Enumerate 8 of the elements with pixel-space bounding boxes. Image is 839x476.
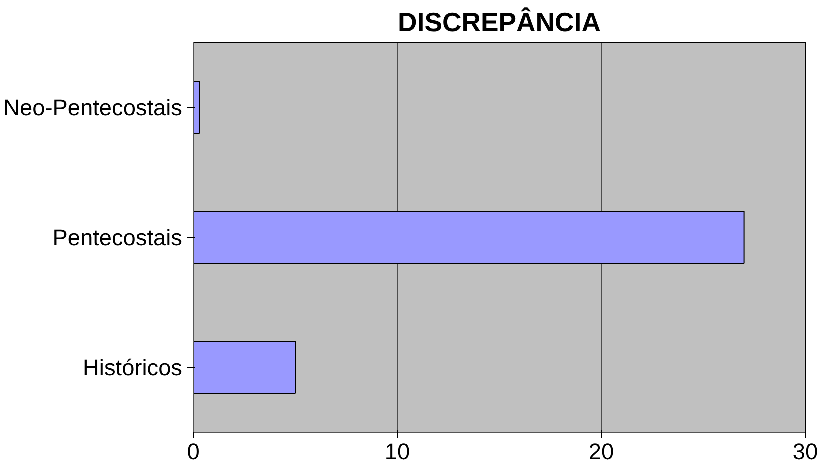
x-tick-label: 30: [792, 438, 818, 464]
x-tick-label: 10: [384, 438, 410, 464]
y-tick-label: Pentecostais: [52, 224, 183, 250]
y-tick-label: Históricos: [83, 354, 182, 380]
x-tick-label: 0: [187, 438, 200, 464]
y-tick-label: Neo-Pentecostais: [4, 94, 182, 120]
x-tick-label: 20: [588, 438, 614, 464]
chart-title: DISCREPÂNCIA: [398, 8, 601, 38]
